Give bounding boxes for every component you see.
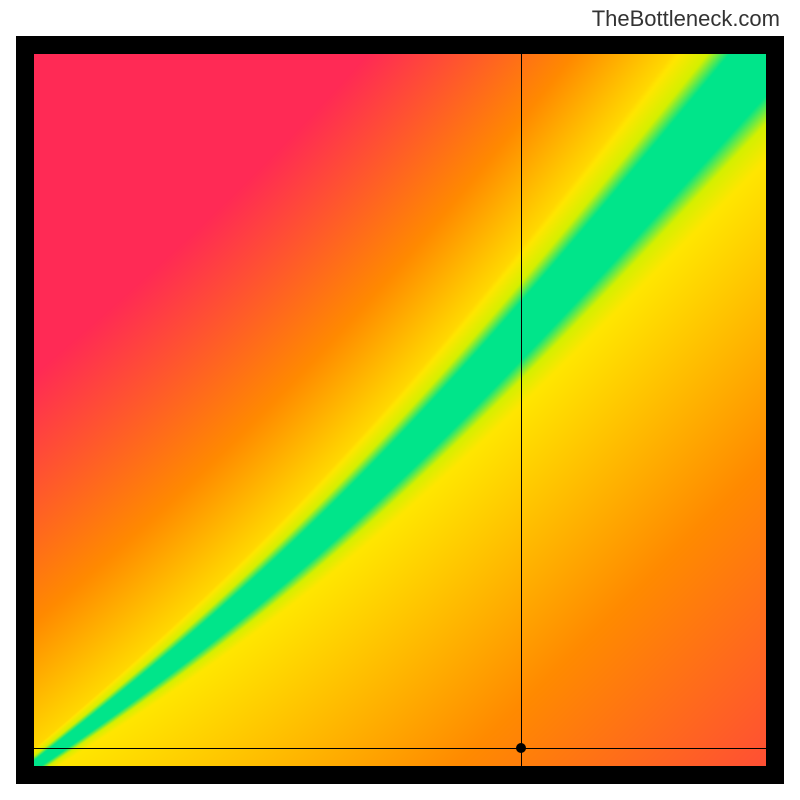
heatmap-canvas: [34, 54, 766, 766]
heatmap-plot: [34, 54, 766, 766]
watermark: TheBottleneck.com: [592, 6, 780, 32]
crosshair-horizontal: [34, 748, 766, 749]
crosshair-marker: [516, 743, 526, 753]
crosshair-vertical: [521, 54, 522, 766]
